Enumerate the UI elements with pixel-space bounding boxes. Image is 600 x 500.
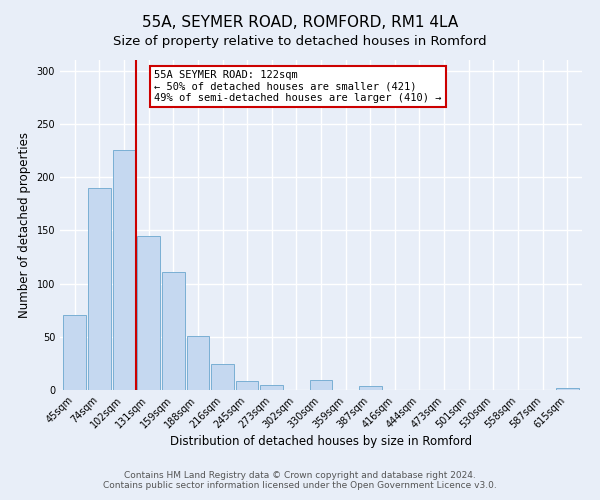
Bar: [64, 316, 86, 390]
Bar: [310, 380, 332, 390]
Text: 55A, SEYMER ROAD, ROMFORD, RM1 4LA: 55A, SEYMER ROAD, ROMFORD, RM1 4LA: [142, 15, 458, 30]
Bar: [113, 150, 136, 390]
Bar: [162, 272, 185, 390]
Text: Contains HM Land Registry data © Crown copyright and database right 2024.
Contai: Contains HM Land Registry data © Crown c…: [103, 470, 497, 490]
Bar: [260, 384, 283, 390]
Bar: [137, 236, 160, 390]
Bar: [359, 386, 382, 390]
Bar: [556, 388, 578, 390]
Bar: [187, 336, 209, 390]
Bar: [88, 188, 111, 390]
Bar: [236, 382, 259, 390]
Bar: [211, 364, 234, 390]
Text: Size of property relative to detached houses in Romford: Size of property relative to detached ho…: [113, 35, 487, 48]
Y-axis label: Number of detached properties: Number of detached properties: [18, 132, 31, 318]
X-axis label: Distribution of detached houses by size in Romford: Distribution of detached houses by size …: [170, 436, 472, 448]
Text: 55A SEYMER ROAD: 122sqm
← 50% of detached houses are smaller (421)
49% of semi-d: 55A SEYMER ROAD: 122sqm ← 50% of detache…: [154, 70, 442, 103]
